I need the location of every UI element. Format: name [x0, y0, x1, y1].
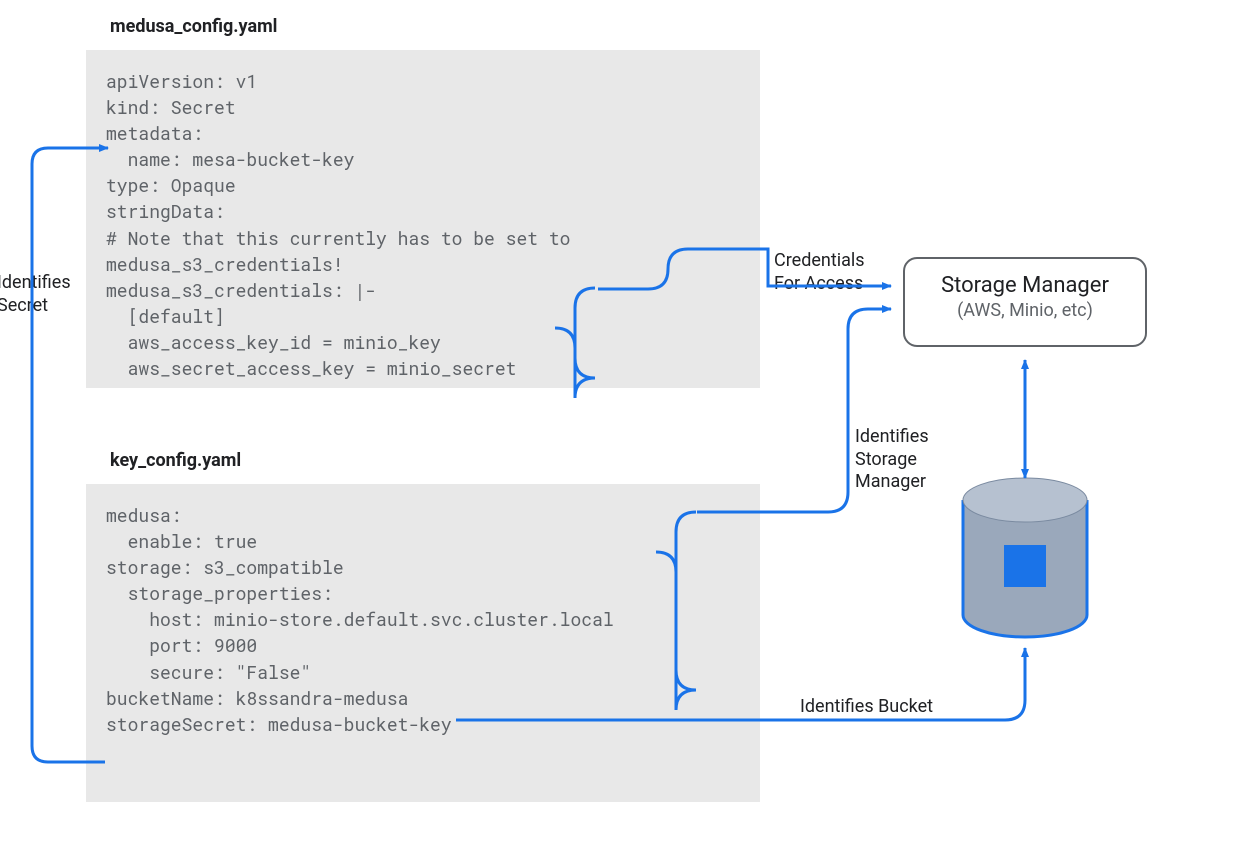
code2-block: medusa: enable: true storage: s3_compati… [86, 484, 760, 802]
label-identifies-storage-manager: IdentifiesStorageManager [855, 426, 929, 494]
code1-title: medusa_config.yaml [110, 16, 277, 37]
storage-manager-title: Storage Manager [915, 273, 1135, 298]
label-identifies-secret: IdentifiesSecret [0, 272, 77, 317]
database-icon [963, 478, 1087, 637]
code1-block: apiVersion: v1 kind: Secret metadata: na… [86, 50, 760, 388]
code2-title: key_config.yaml [110, 450, 241, 471]
label-identifies-bucket: Identifies Bucket [800, 696, 933, 719]
storage-manager-sub: (AWS, Minio, etc) [915, 300, 1135, 321]
label-credentials: CredentialsFor Access [774, 250, 865, 295]
storage-manager-box: Storage Manager (AWS, Minio, etc) [903, 257, 1147, 347]
